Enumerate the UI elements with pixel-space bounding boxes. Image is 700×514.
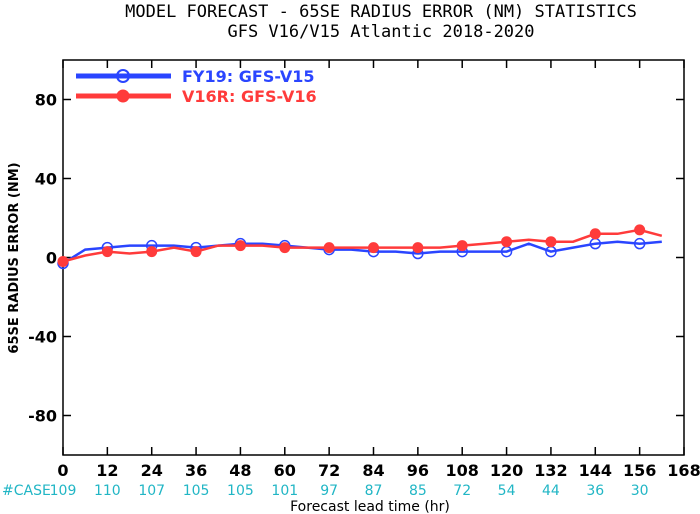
data-point-series-2 [234, 240, 246, 252]
cases-label: #CASE [2, 483, 51, 499]
chart-subtitle: GFS V16/V15 Atlantic 2018-2020 [227, 22, 534, 42]
case-count: 97 [320, 483, 338, 499]
case-count: 87 [365, 483, 383, 499]
x-axis-ticks: 0 12 24 36 48 60 72 84 96 108 120 132 144 156 168 [57, 60, 700, 480]
y-tick-label: 0 [46, 249, 57, 268]
x-tick-label: 60 [274, 461, 296, 480]
x-tick-label: 12 [96, 461, 118, 480]
y-axis-label: 65SE RADIUS ERROR (NM) [7, 162, 22, 353]
y-tick-label: 40 [35, 170, 57, 189]
series-layer [57, 224, 663, 270]
cases-values: 109 110 107 105 105 101 97 87 85 72 54 44 36 30 [50, 483, 649, 499]
data-point-series-2 [501, 236, 513, 248]
data-point-series-1 [633, 237, 646, 250]
x-tick-label: 156 [623, 461, 656, 480]
case-count: 110 [94, 483, 121, 499]
case-count: 107 [138, 483, 165, 499]
data-point-series-2 [589, 228, 601, 240]
x-axis-label: Forecast lead time (hr) [290, 499, 450, 514]
legend-marker-1 [116, 69, 130, 83]
x-tick-label: 36 [185, 461, 207, 480]
legend-marker-2 [116, 89, 130, 103]
x-tick-label: 132 [534, 461, 567, 480]
case-count: 105 [183, 483, 210, 499]
x-tick-label: 168 [667, 461, 700, 480]
x-tick-label: 0 [57, 461, 68, 480]
data-point-series-2 [101, 246, 113, 258]
data-point-series-2 [545, 236, 557, 248]
x-tick-label: 108 [446, 461, 479, 480]
data-point-series-2 [190, 246, 202, 258]
x-tick-label: 48 [229, 461, 251, 480]
case-count: 30 [631, 483, 649, 499]
y-tick-label: -40 [28, 328, 57, 347]
x-tick-label: 24 [141, 461, 163, 480]
case-count: 54 [498, 483, 516, 499]
x-tick-label: 96 [407, 461, 429, 480]
case-count: 72 [453, 483, 471, 499]
plot-frame [62, 59, 685, 456]
x-tick-label: 84 [362, 461, 384, 480]
data-point-series-2 [634, 224, 646, 236]
case-count: 44 [542, 483, 560, 499]
x-tick-label: 72 [318, 461, 340, 480]
y-tick-label: -80 [28, 407, 57, 426]
x-tick-label: 120 [490, 461, 523, 480]
case-count: 109 [50, 483, 77, 499]
series-line-2 [62, 228, 663, 263]
series-line-1 [62, 240, 662, 265]
case-count: 105 [227, 483, 254, 499]
legend-label-1: FY19: GFS-V15 [182, 67, 314, 86]
data-point-series-1 [500, 245, 513, 258]
data-point-series-2 [279, 242, 291, 254]
case-count: 101 [271, 483, 298, 499]
data-point-series-2 [456, 240, 468, 252]
y-axis-ticks: -80 -40 0 40 80 [28, 91, 684, 426]
data-point-series-1 [589, 237, 602, 250]
x-tick-label: 144 [579, 461, 612, 480]
data-point-series-2 [412, 242, 424, 254]
data-point-series-2 [323, 242, 335, 254]
data-point-series-2 [57, 255, 69, 267]
y-tick-label: 80 [35, 91, 57, 110]
case-count: 85 [409, 483, 427, 499]
legend-label-2: V16R: GFS-V16 [182, 87, 317, 106]
case-count: 36 [586, 483, 604, 499]
data-point-series-2 [146, 246, 158, 258]
data-point-series-2 [368, 242, 379, 254]
chart-title: MODEL FORECAST - 65SE RADIUS ERROR (NM) … [125, 2, 637, 22]
data-point-series-1 [545, 245, 557, 258]
